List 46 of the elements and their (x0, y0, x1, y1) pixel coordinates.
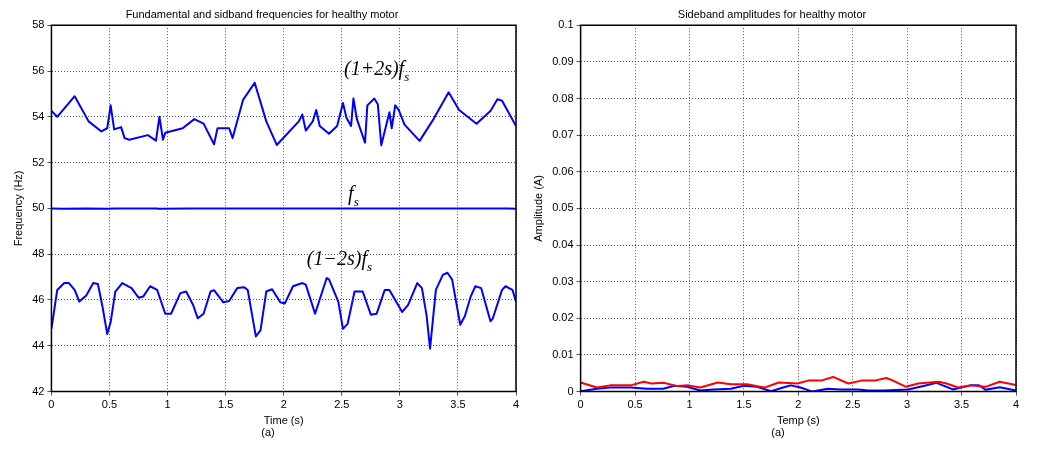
y-tick-label: 0.07 (552, 128, 574, 141)
x-axis-title: Temp (s) (776, 414, 820, 427)
x-tick-label: 0.5 (627, 398, 643, 411)
y-tick-label: 56 (32, 64, 45, 77)
y-tick-label: 42 (32, 384, 45, 397)
y-tick-label: 0.06 (552, 164, 574, 177)
y-tick-label: 0.01 (552, 347, 574, 360)
x-tick-label: 2.5 (334, 398, 350, 411)
x-tick-label: 1 (164, 398, 171, 411)
y-tick-label: 44 (32, 338, 45, 351)
y-tick-label: 0.09 (552, 54, 574, 67)
y-axis-title: Amplitude (A) (531, 175, 544, 242)
y-tick-label: 46 (32, 293, 45, 306)
y-axis-title: Frequency (Hz) (11, 170, 24, 247)
y-tick-label: 0.1 (558, 18, 574, 31)
y-tick-label: 0.02 (552, 311, 574, 324)
y-tick-label: 50 (32, 201, 45, 214)
x-tick-label: 4 (1012, 398, 1020, 411)
x-tick-label: 2 (795, 398, 802, 411)
y-tick-label: 0.05 (552, 201, 574, 214)
y-tick-label: 0.03 (552, 274, 574, 287)
x-tick-label: 2.5 (845, 398, 861, 411)
chart-title: Fundamental and sidband frequencies for healthy motor (125, 7, 399, 20)
x-tick-label: 1.5 (218, 398, 234, 411)
x-tick-label: 3.5 (450, 398, 466, 411)
x-tick-label: 1 (686, 398, 693, 411)
x-tick-label: 1.5 (736, 398, 752, 411)
x-tick-label: 3 (904, 398, 911, 411)
text: (a) (770, 426, 786, 438)
y-tick-label: 58 (32, 18, 45, 31)
x-tick-label: 4 (512, 398, 520, 411)
y-tick-label: 48 (32, 247, 45, 260)
y-tick-label: 0.08 (552, 91, 574, 104)
x-tick-label: 0.5 (101, 398, 118, 411)
chart-title: Sideband amplitudes for healthy motor (677, 7, 867, 20)
y-tick-label: 54 (32, 109, 45, 122)
x-tick-label: 3.5 (953, 398, 970, 411)
x-tick-label: 2 (280, 398, 287, 411)
y-tick-label: 52 (32, 155, 45, 168)
x-axis-title: Time (s) (263, 414, 304, 427)
text: (a) (260, 426, 276, 438)
x-tick-label: 0 (48, 398, 55, 411)
y-tick-label: 0.04 (552, 238, 574, 251)
y-tick-label: 0 (567, 384, 574, 397)
x-tick-label: 0 (577, 398, 584, 411)
x-tick-label: 3 (396, 398, 403, 411)
